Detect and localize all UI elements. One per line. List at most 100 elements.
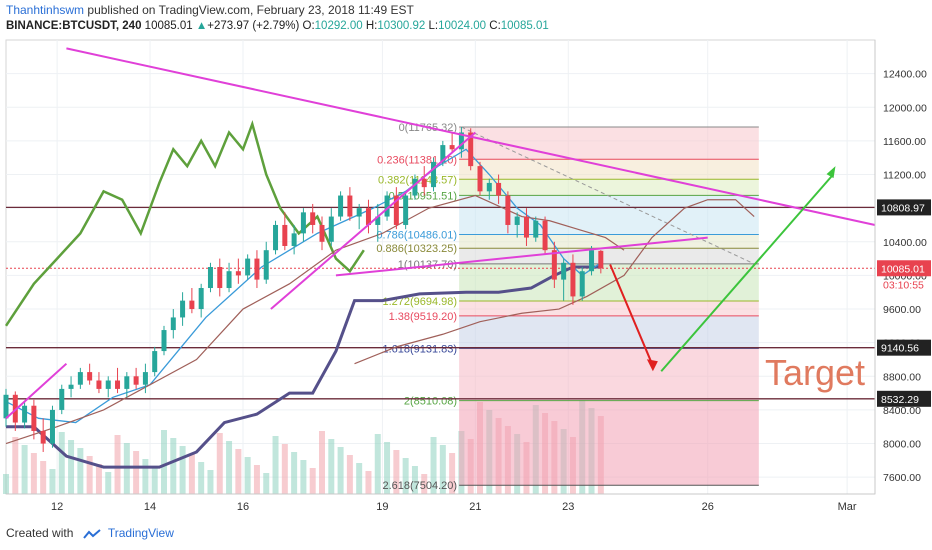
candle-body: [142, 372, 148, 385]
low-value: 10024.00: [438, 20, 487, 32]
candle-body: [347, 195, 353, 217]
last-price: 10085.01: [144, 20, 193, 32]
volume-bar: [3, 474, 9, 494]
candle-body: [96, 380, 102, 389]
target-annotation: Target: [765, 352, 865, 393]
candle-body: [207, 267, 213, 289]
candle-body: [263, 250, 269, 280]
x-tick-label: 14: [144, 501, 156, 513]
candle-body: [486, 182, 492, 192]
candle-body: [235, 271, 241, 276]
candle-body: [180, 300, 186, 318]
volume-bar: [384, 442, 391, 494]
volume-bar: [188, 454, 195, 494]
author-link[interactable]: Thanhtinhswm: [6, 3, 85, 17]
y-tick-label: 11600.00: [883, 136, 926, 148]
candle-body: [384, 195, 390, 217]
volume-bar: [402, 458, 409, 494]
volume-bar: [365, 471, 372, 494]
candle-body: [514, 216, 520, 225]
candle-body: [533, 220, 539, 238]
tradingview-brand[interactable]: TradingView: [107, 526, 174, 540]
open-label: O:: [302, 20, 315, 32]
volume-bar: [337, 447, 344, 494]
fib-zone: [459, 159, 759, 180]
volume-bar: [179, 446, 186, 494]
volume-bar: [439, 445, 446, 494]
volume-bar: [430, 437, 437, 494]
y-tick-label: 7600.00: [883, 472, 921, 484]
volume-bar: [142, 459, 149, 494]
x-tick-label: 19: [376, 501, 388, 513]
candle-body: [440, 145, 446, 162]
candle-body: [226, 271, 232, 289]
volume-bar: [421, 474, 428, 494]
candle-body: [77, 372, 83, 385]
candle-body: [449, 145, 455, 150]
price-tag: [877, 260, 931, 277]
volume-bar: [49, 469, 56, 494]
candle-body: [300, 212, 306, 234]
candle-body: [542, 220, 548, 251]
volume-bar: [12, 437, 19, 494]
candle-body: [328, 216, 334, 242]
candle-body: [393, 195, 399, 225]
volume-bar: [114, 435, 121, 494]
fib-label: 0.786(10486.01): [376, 230, 457, 242]
volume-bar: [86, 456, 93, 494]
volume-bar: [411, 466, 418, 494]
candle-body: [458, 132, 464, 150]
volume-bar: [281, 444, 288, 494]
candle-body: [217, 267, 223, 289]
candle-body: [431, 161, 437, 188]
fib-zone: [459, 315, 759, 349]
candle-body: [365, 208, 371, 225]
open-value: 10292.00: [314, 20, 363, 32]
x-tick-label: 16: [237, 501, 249, 513]
high-label: H:: [365, 20, 378, 32]
volume-bar: [170, 438, 177, 494]
x-axis-labels: 12 14 16 19 21 23 26 Mar: [51, 501, 857, 513]
volume-bar: [244, 457, 251, 494]
candle-body: [124, 376, 130, 389]
candle-body: [523, 216, 529, 238]
candle-body: [161, 330, 167, 352]
fib-label: 0.236(11381.20): [377, 154, 457, 166]
rising-trend-line: [270, 131, 477, 310]
fib-trend-line: [461, 126, 755, 265]
fib-zone: [459, 234, 759, 249]
fib-zone: [459, 126, 759, 160]
price-tag-label: 9140.56: [881, 343, 919, 355]
price-tag-label: 10808.97: [881, 202, 925, 214]
volume-bar: [328, 439, 335, 494]
candle-body: [282, 224, 288, 246]
candle-body: [3, 394, 9, 419]
x-tick-label: 12: [51, 501, 63, 513]
candle-body: [273, 224, 279, 251]
neckline-trend-line: [335, 236, 708, 277]
candle-body: [421, 178, 427, 188]
down-arrow-icon: [609, 264, 653, 365]
volume-bar: [21, 445, 28, 494]
candle-body: [338, 195, 344, 217]
volume-bar: [356, 463, 363, 494]
fib-zone: [459, 301, 759, 316]
symbol-label: BINANCE:BTCUSDT, 240: [6, 20, 142, 32]
x-tick-label: Mar: [838, 501, 857, 513]
volume-bar: [449, 453, 456, 494]
candle-body: [40, 430, 46, 444]
volume-bar: [105, 472, 112, 494]
volume-bar: [346, 455, 353, 494]
early-trend-line: [5, 362, 68, 420]
volume-bar: [58, 432, 65, 494]
candle-body: [598, 250, 604, 269]
fib-label: 1.38(9519.20): [389, 311, 458, 323]
trend-lines: [5, 47, 876, 420]
candle-body: [87, 372, 93, 381]
candle-body: [505, 195, 511, 225]
close-value: 10085.01: [500, 20, 549, 32]
change-arrow-icon: ▲: [195, 20, 208, 32]
close-label: C:: [489, 20, 501, 32]
fib-zone: [459, 348, 759, 401]
